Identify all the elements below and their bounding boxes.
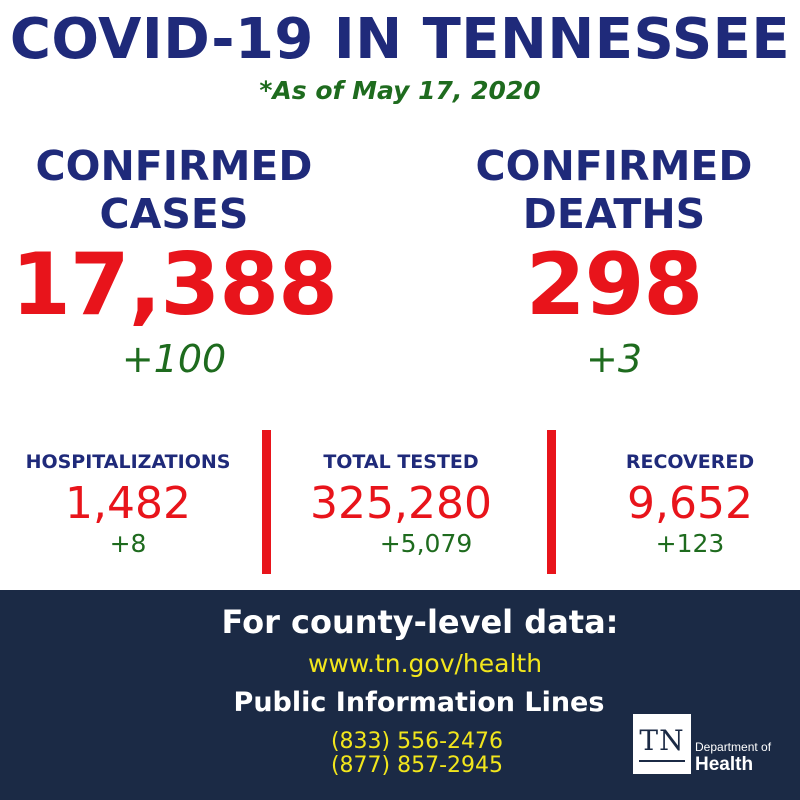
confirmed-deaths-value: 298	[525, 235, 704, 335]
confirmed-deaths-label-line2: DEATHS	[522, 190, 706, 238]
tn-logo-mark: TN	[633, 714, 691, 774]
recovered-stat: RECOVERED 9,652 +123	[590, 448, 790, 558]
confirmed-cases-value: 17,388	[11, 235, 338, 335]
county-data-heading: For county-level data:	[221, 603, 619, 641]
logo-health-text: Health	[695, 754, 754, 775]
logo-department-text: Department of	[695, 740, 772, 754]
phone-number-1[interactable]: (833) 556-2476	[330, 729, 504, 754]
confirmed-deaths-change: +3	[585, 337, 643, 381]
confirmed-cases-panel: CONFIRMED CASES 17,388 +100	[0, 142, 354, 382]
hospitalizations-stat: HOSPITALIZATIONS 1,482 +8	[8, 448, 248, 558]
health-website-link[interactable]: www.tn.gov/health	[307, 649, 543, 678]
recovered-change: +123	[655, 529, 725, 558]
date-note: *As of May 17, 2020	[259, 76, 541, 105]
confirmed-cases-label-line2: CASES	[99, 190, 249, 238]
total-tested-label: TOTAL TESTED	[323, 451, 479, 473]
hospitalizations-value: 1,482	[65, 478, 191, 529]
page-title: COVID-19 IN TENNESSEE	[9, 7, 791, 72]
public-information-lines-heading: Public Information Lines	[233, 687, 605, 718]
stat-divider-1	[262, 430, 271, 574]
total-tested-stat: TOTAL TESTED 325,280 +5,079	[276, 448, 526, 558]
recovered-label: RECOVERED	[625, 451, 755, 473]
phone-numbers: (833) 556-2476 (877) 857-2945	[0, 730, 800, 778]
tn-department-of-health-logo: TN Department of Health	[633, 714, 793, 780]
confirmed-deaths-label-line1: CONFIRMED	[475, 142, 753, 190]
stat-divider-2	[547, 430, 556, 574]
total-tested-value: 325,280	[310, 478, 492, 529]
tn-logo-underline	[639, 760, 685, 762]
recovered-value: 9,652	[627, 478, 753, 529]
confirmed-cases-label-line1: CONFIRMED	[35, 142, 313, 190]
confirmed-cases-change: +100	[121, 337, 227, 381]
phone-number-2[interactable]: (877) 857-2945	[330, 753, 504, 778]
hospitalizations-change: +8	[109, 529, 147, 558]
confirmed-deaths-panel: CONFIRMED DEATHS 298 +3	[434, 142, 794, 382]
footer-banner: For county-level data: www.tn.gov/health…	[0, 590, 800, 800]
hospitalizations-label: HOSPITALIZATIONS	[25, 451, 231, 473]
total-tested-change: +5,079	[379, 529, 473, 558]
